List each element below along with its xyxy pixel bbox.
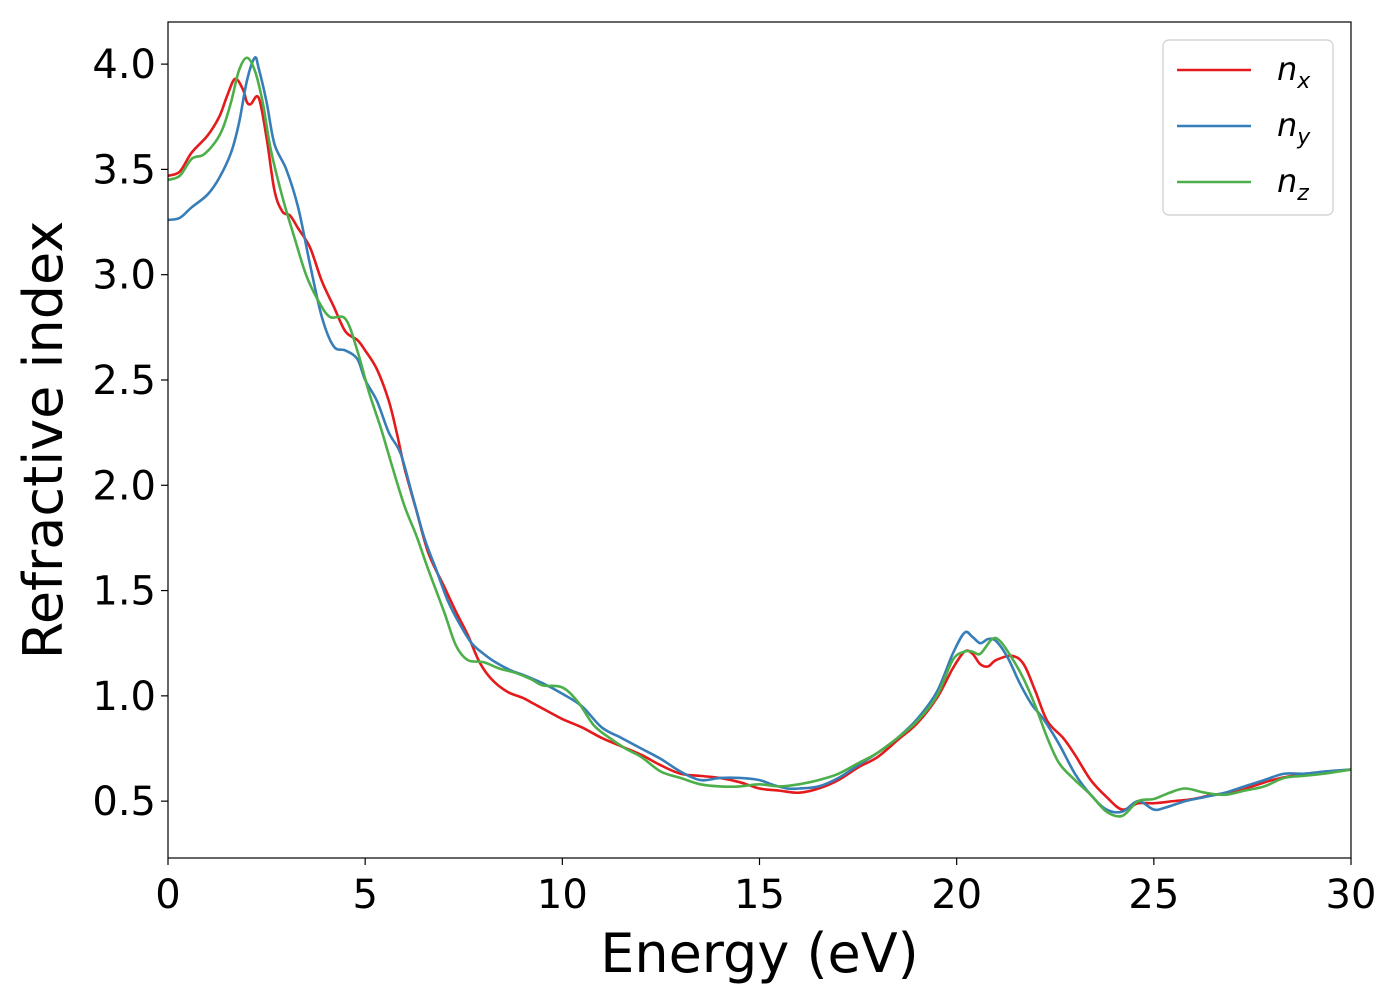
legend-label-nz: nz — [1277, 162, 1309, 206]
x-tick-label: 20 — [931, 872, 982, 918]
plot-lines — [168, 56, 1351, 818]
legend-box — [1162, 39, 1334, 216]
x-tick-label: 25 — [1128, 872, 1179, 918]
legend-label-subscript: x — [1296, 69, 1311, 94]
series-line-nx — [168, 77, 1351, 811]
legend-label-subscript: y — [1296, 125, 1311, 150]
x-tick-label: 30 — [1326, 872, 1377, 918]
x-tick-label: 0 — [155, 872, 180, 918]
y-tick-label: 3.0 — [92, 253, 156, 299]
legend-label-main: n — [1277, 162, 1297, 200]
legend-label-nx: nx — [1277, 50, 1311, 94]
legend-label-main: n — [1277, 50, 1297, 88]
x-tick-label: 10 — [537, 872, 588, 918]
y-axis-ticks: 0.5 1.0 1.5 2.0 2.5 3.0 3.5 4.0 — [92, 42, 168, 825]
series-line-nz — [168, 56, 1351, 818]
y-tick-label: 3.5 — [92, 147, 156, 193]
legend-label-ny: ny — [1277, 106, 1311, 150]
y-tick-label: 2.5 — [92, 358, 156, 404]
x-axis-ticks: 0 5 10 15 20 25 30 — [155, 858, 1376, 918]
x-tick-label: 15 — [734, 872, 785, 918]
legend-label-subscript: z — [1296, 181, 1309, 206]
y-tick-label: 4.0 — [92, 42, 156, 88]
y-tick-label: 1.5 — [92, 569, 156, 615]
y-tick-label: 2.0 — [92, 463, 156, 509]
y-tick-label: 1.0 — [92, 674, 156, 720]
x-tick-label: 5 — [352, 872, 377, 918]
legend-label-main: n — [1277, 106, 1297, 144]
y-tick-label: 0.5 — [92, 779, 156, 825]
x-axis-label: Energy (eV) — [600, 922, 919, 985]
y-axis-label: Refractive index — [12, 221, 75, 660]
